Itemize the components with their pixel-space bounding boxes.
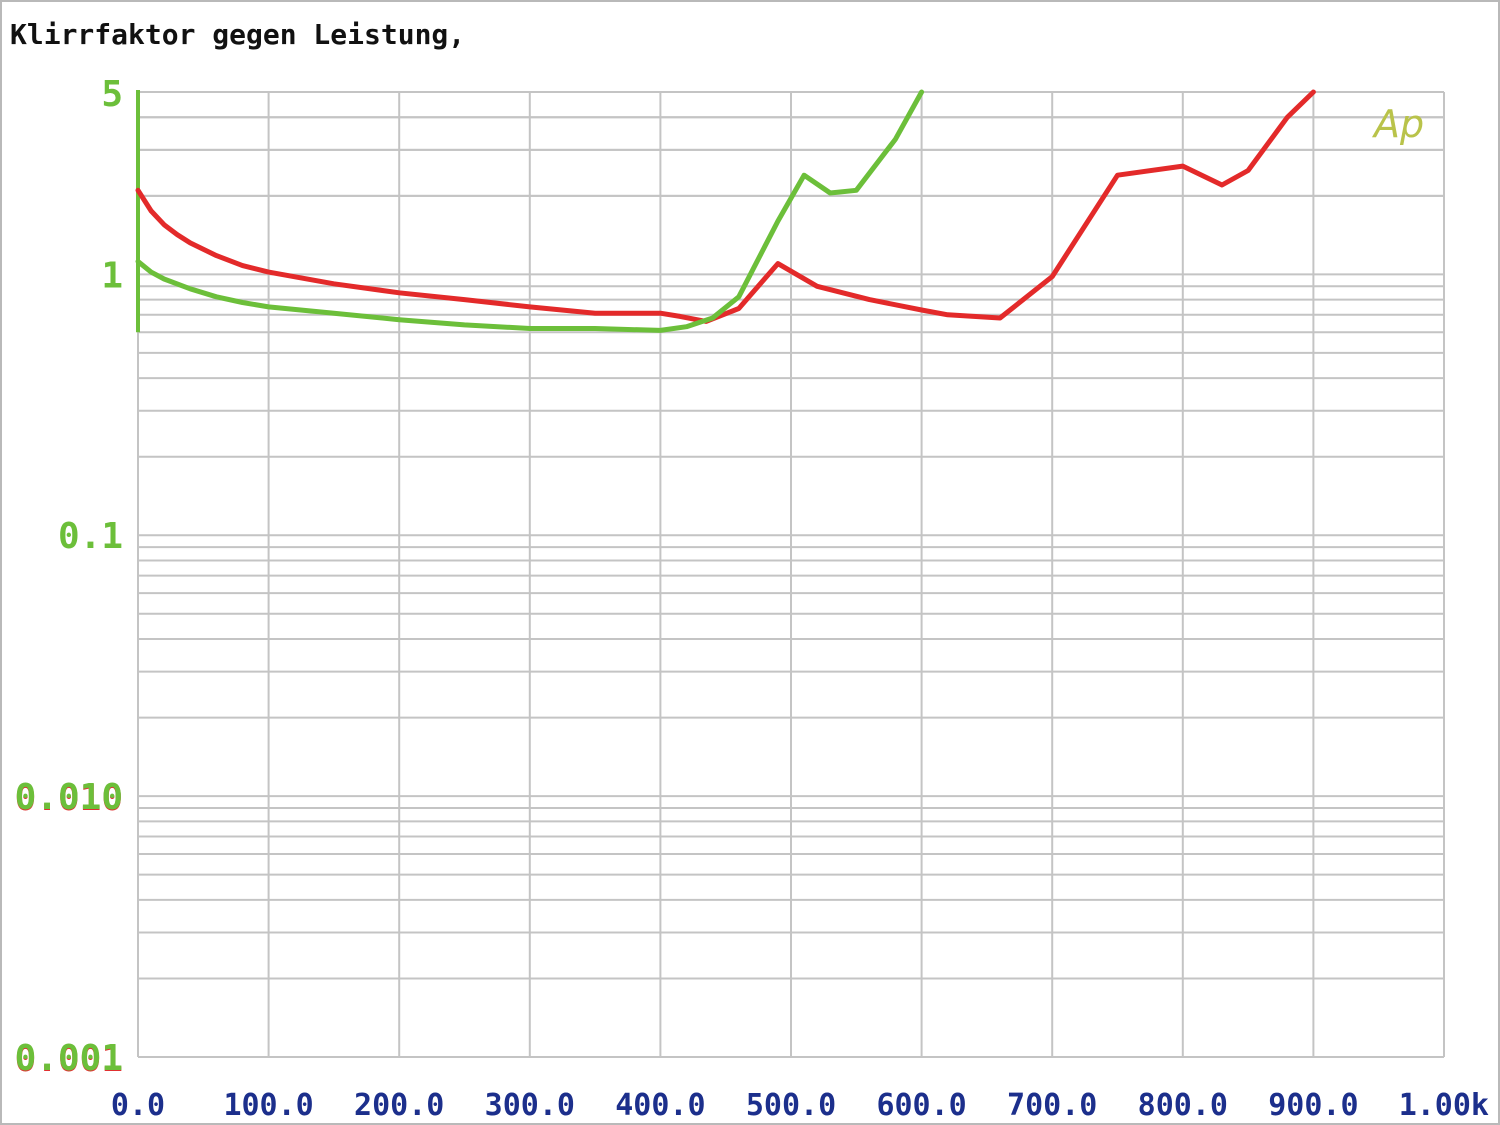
x-tick-label: 800.0 xyxy=(1138,1088,1228,1123)
grid-layer xyxy=(137,91,1445,1058)
x-tick-label: 300.0 xyxy=(485,1088,575,1123)
x-tick-label: 500.0 xyxy=(746,1088,836,1123)
x-tick-label: 1.00k xyxy=(1399,1088,1489,1123)
y-tick-label: 0.001 xyxy=(15,1038,123,1079)
x-tick-label: 0.0 xyxy=(111,1088,165,1123)
series-line-red xyxy=(135,89,1316,324)
x-tick-label: 900.0 xyxy=(1268,1088,1358,1123)
x-tick-label: 400.0 xyxy=(615,1088,705,1123)
chart-title: Klirrfaktor gegen Leistung, xyxy=(10,18,466,51)
x-tick-label: 600.0 xyxy=(876,1088,966,1123)
series-line-green xyxy=(135,89,925,333)
y-tick-label: 5 xyxy=(101,74,123,115)
y-tick-label: 0.010 xyxy=(15,777,123,818)
y-tick-label-shadow: 0.010 xyxy=(15,778,123,819)
x-tick-label: 100.0 xyxy=(223,1088,313,1123)
y-tick-label: 1 xyxy=(101,255,123,296)
series-layer xyxy=(135,89,1316,333)
y-tick-label: 0.1 xyxy=(58,516,123,557)
x-tick-label: 700.0 xyxy=(1007,1088,1097,1123)
x-tick-label: 200.0 xyxy=(354,1088,444,1123)
ap-logo: Ap xyxy=(1371,102,1424,146)
y-tick-label-shadow: 0.001 xyxy=(15,1039,123,1080)
